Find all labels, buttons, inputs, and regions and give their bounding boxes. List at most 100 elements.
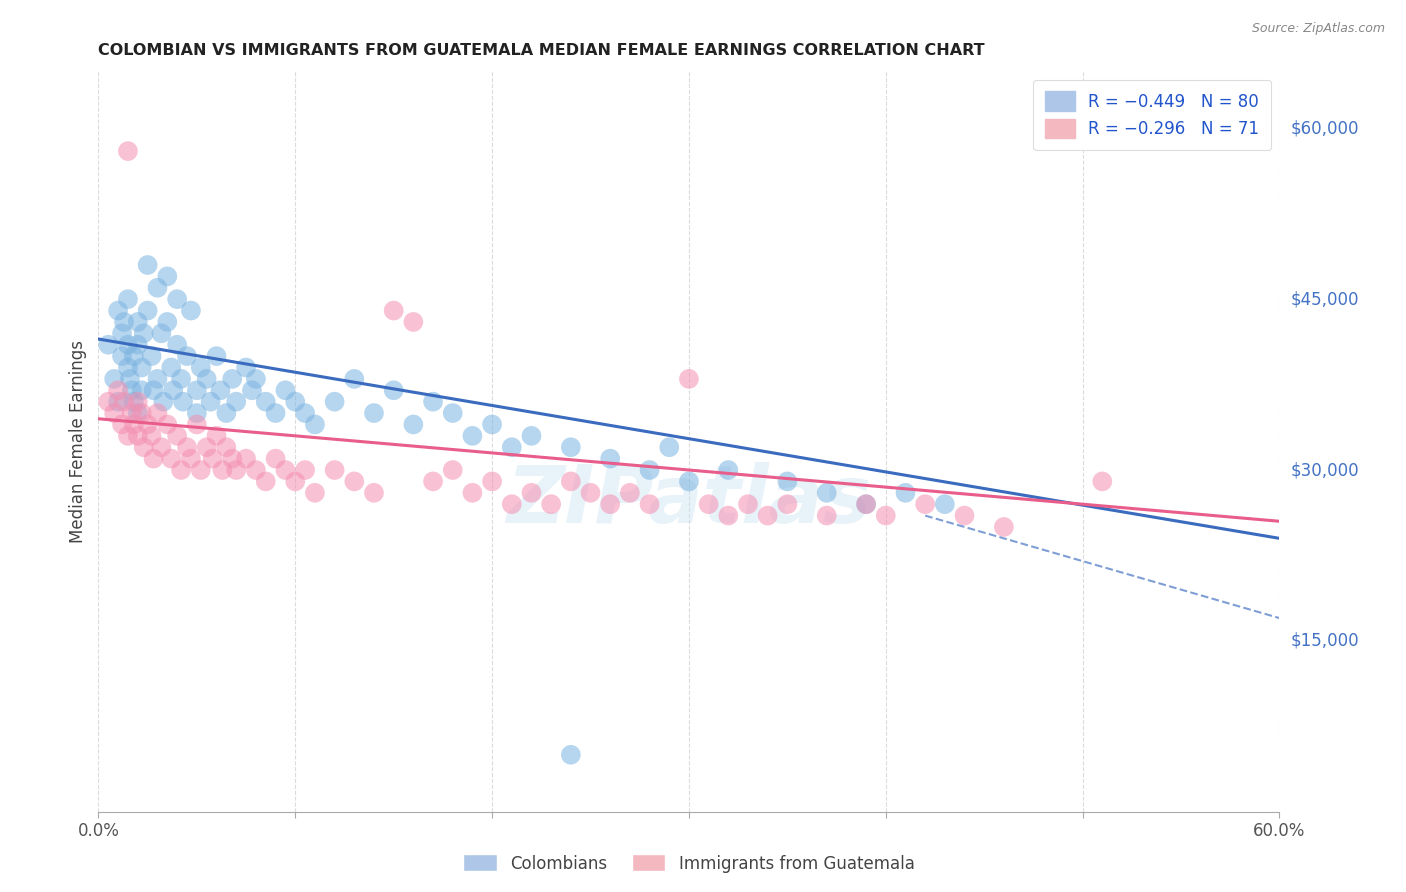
Point xyxy=(186,417,208,432)
Point xyxy=(205,349,228,363)
Point xyxy=(132,326,155,341)
Point xyxy=(150,440,173,454)
Point xyxy=(441,463,464,477)
Point xyxy=(127,406,149,420)
Point xyxy=(520,485,543,500)
Point xyxy=(934,497,956,511)
Point xyxy=(146,281,169,295)
Point xyxy=(422,394,444,409)
Point xyxy=(225,394,247,409)
Point xyxy=(117,144,139,158)
Point xyxy=(146,406,169,420)
Point xyxy=(160,360,183,375)
Point xyxy=(776,475,799,489)
Point xyxy=(284,394,307,409)
Point xyxy=(166,337,188,351)
Point xyxy=(254,475,277,489)
Point xyxy=(195,440,218,454)
Point xyxy=(284,475,307,489)
Point xyxy=(166,292,188,306)
Point xyxy=(117,337,139,351)
Point xyxy=(599,497,621,511)
Point xyxy=(501,497,523,511)
Point xyxy=(579,485,602,500)
Point xyxy=(638,463,661,477)
Point xyxy=(461,485,484,500)
Point xyxy=(441,406,464,420)
Point xyxy=(127,337,149,351)
Point xyxy=(122,417,145,432)
Point xyxy=(225,463,247,477)
Point xyxy=(117,292,139,306)
Point xyxy=(264,406,287,420)
Point xyxy=(245,372,267,386)
Y-axis label: Median Female Earnings: Median Female Earnings xyxy=(69,340,87,543)
Point xyxy=(186,406,208,420)
Point xyxy=(127,429,149,443)
Point xyxy=(160,451,183,466)
Point xyxy=(152,394,174,409)
Point xyxy=(221,451,243,466)
Point xyxy=(658,440,681,454)
Point xyxy=(111,349,134,363)
Point xyxy=(209,384,232,398)
Point xyxy=(141,429,163,443)
Point xyxy=(132,440,155,454)
Text: $30,000: $30,000 xyxy=(1291,461,1360,479)
Point xyxy=(111,326,134,341)
Point xyxy=(141,349,163,363)
Point xyxy=(560,747,582,762)
Point xyxy=(461,429,484,443)
Point xyxy=(156,417,179,432)
Point xyxy=(112,315,135,329)
Point xyxy=(240,384,263,398)
Point xyxy=(363,485,385,500)
Point xyxy=(118,372,141,386)
Point xyxy=(717,463,740,477)
Point xyxy=(638,497,661,511)
Legend: Colombians, Immigrants from Guatemala: Colombians, Immigrants from Guatemala xyxy=(457,847,921,880)
Point xyxy=(186,384,208,398)
Point xyxy=(382,303,405,318)
Point xyxy=(737,497,759,511)
Point xyxy=(103,372,125,386)
Point xyxy=(382,384,405,398)
Point xyxy=(121,406,143,420)
Point xyxy=(254,394,277,409)
Point xyxy=(107,394,129,409)
Point xyxy=(205,429,228,443)
Point xyxy=(402,315,425,329)
Point xyxy=(264,451,287,466)
Point xyxy=(363,406,385,420)
Point xyxy=(619,485,641,500)
Point xyxy=(894,485,917,500)
Point xyxy=(697,497,720,511)
Point xyxy=(294,406,316,420)
Point xyxy=(560,440,582,454)
Point xyxy=(235,360,257,375)
Point xyxy=(481,417,503,432)
Point xyxy=(914,497,936,511)
Point xyxy=(560,475,582,489)
Point xyxy=(501,440,523,454)
Point xyxy=(756,508,779,523)
Point xyxy=(815,485,838,500)
Point xyxy=(540,497,562,511)
Point xyxy=(162,384,184,398)
Point xyxy=(121,384,143,398)
Point xyxy=(170,372,193,386)
Point xyxy=(294,463,316,477)
Point xyxy=(402,417,425,432)
Point xyxy=(190,360,212,375)
Point xyxy=(127,394,149,409)
Text: ZIPatlas: ZIPatlas xyxy=(506,462,872,540)
Point xyxy=(131,360,153,375)
Point xyxy=(142,451,165,466)
Point xyxy=(166,429,188,443)
Point xyxy=(343,372,366,386)
Point xyxy=(180,303,202,318)
Point xyxy=(343,475,366,489)
Point xyxy=(122,394,145,409)
Point xyxy=(150,326,173,341)
Point xyxy=(117,360,139,375)
